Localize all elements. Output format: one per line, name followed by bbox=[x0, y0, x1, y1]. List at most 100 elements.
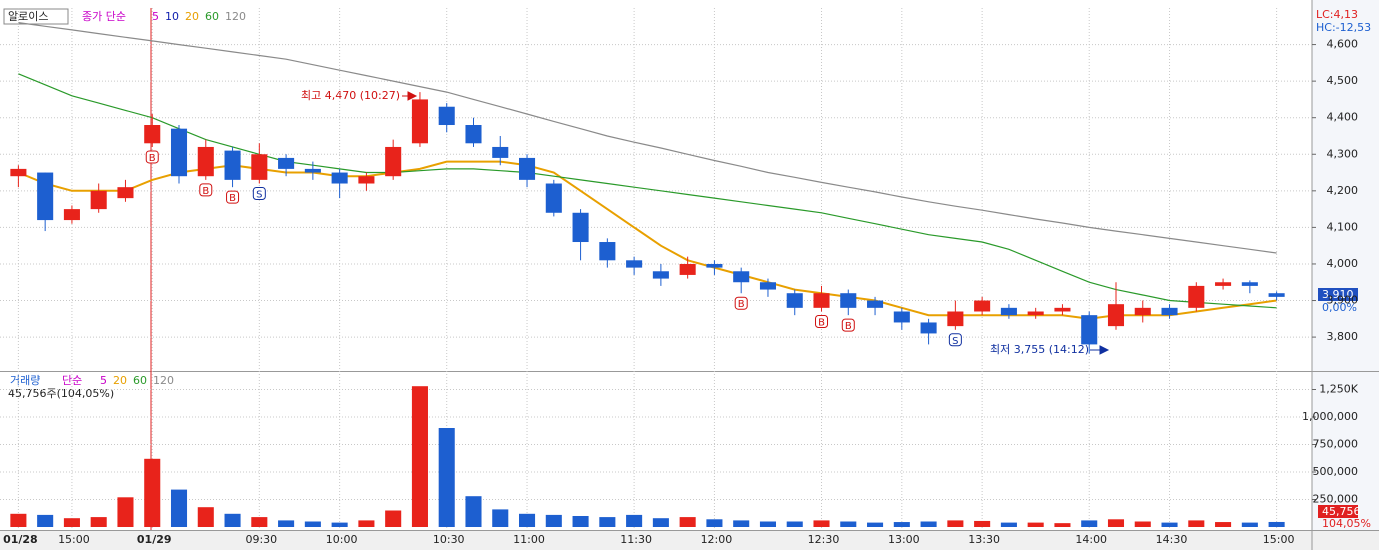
title-box bbox=[3, 8, 69, 25]
x-tick-label: 12:00 bbox=[701, 533, 733, 546]
low-annotation: 최저 3,755 (14:12) bbox=[990, 343, 1089, 356]
legend-item: 5 bbox=[100, 374, 107, 387]
volume-bar bbox=[251, 517, 268, 527]
legend-item: 10 bbox=[165, 10, 179, 23]
candle-body bbox=[37, 172, 54, 221]
signal-box bbox=[734, 296, 748, 310]
last-price: 3,910 bbox=[1322, 288, 1354, 301]
candle-body bbox=[759, 282, 776, 290]
volume-bar bbox=[545, 514, 562, 527]
volume-bar bbox=[411, 386, 428, 527]
candle-body bbox=[840, 293, 857, 308]
signal-label: B bbox=[149, 153, 156, 164]
y-tick-label: 4,500 bbox=[1327, 74, 1359, 87]
volume-bar bbox=[144, 458, 161, 527]
signal-box bbox=[145, 150, 159, 164]
candle-body bbox=[1107, 304, 1125, 327]
signal-label: B bbox=[845, 321, 852, 332]
volume-bar bbox=[733, 520, 750, 527]
volume-bar bbox=[1134, 521, 1151, 527]
volume-bar bbox=[37, 514, 54, 527]
signal-box bbox=[252, 187, 266, 201]
legend-item: 120 bbox=[153, 374, 174, 387]
candle-body bbox=[545, 183, 562, 213]
volume-bar bbox=[920, 521, 937, 527]
subtitle: 45,756주(104,05%) bbox=[8, 387, 114, 400]
candle-body bbox=[652, 271, 669, 279]
candle-body bbox=[626, 260, 643, 268]
candle-body bbox=[1081, 315, 1098, 345]
volume-bar bbox=[1215, 522, 1232, 527]
legend-item: 20 bbox=[185, 10, 199, 23]
volume-bar bbox=[90, 517, 107, 527]
candle-body bbox=[411, 99, 428, 144]
chart-title: 알로이스 bbox=[8, 9, 48, 23]
candle-body bbox=[90, 190, 107, 210]
volume-bar bbox=[893, 522, 910, 527]
y-tick-label: 4,100 bbox=[1327, 220, 1359, 233]
annotation-arrow bbox=[402, 91, 418, 101]
legend-item: 120 bbox=[225, 10, 246, 23]
signal-box bbox=[948, 333, 962, 347]
candle-body bbox=[465, 125, 482, 144]
candle-body bbox=[947, 311, 964, 327]
candle-body bbox=[170, 128, 188, 177]
volume-bar bbox=[974, 520, 991, 527]
signal-label: B bbox=[738, 299, 745, 310]
signal-box bbox=[199, 183, 213, 197]
candle-body bbox=[1027, 311, 1044, 316]
volume-bar bbox=[438, 428, 455, 527]
last-price-box bbox=[1318, 288, 1358, 301]
candle-body bbox=[920, 322, 937, 334]
high-annotation: 최고 4,470 (10:27) bbox=[301, 89, 400, 102]
volume-bar bbox=[331, 522, 348, 527]
candle-body bbox=[358, 176, 375, 184]
volume-bar bbox=[1107, 519, 1125, 527]
legend: 5 10 20 60 120 bbox=[152, 10, 246, 23]
legend-item: 60 bbox=[133, 374, 147, 387]
candle-body bbox=[893, 311, 910, 323]
last-volume: 45,756 bbox=[1322, 505, 1361, 518]
y-tick-label: 4,600 bbox=[1327, 38, 1359, 51]
y-tick-label: 250,000 bbox=[1313, 493, 1359, 506]
volume-bar bbox=[813, 520, 830, 527]
volume-bar bbox=[385, 510, 402, 527]
candle-body bbox=[331, 172, 348, 184]
signal-box bbox=[841, 318, 855, 332]
legend-item: 5 bbox=[152, 10, 159, 23]
x-tick-label: 11:00 bbox=[513, 533, 545, 546]
candle-body bbox=[1215, 282, 1232, 286]
volume-bar bbox=[626, 514, 643, 527]
annotation-arrow bbox=[1090, 345, 1110, 355]
y-tick-label: 3,900 bbox=[1327, 294, 1359, 307]
x-tick-label: 13:00 bbox=[888, 533, 920, 546]
time-axis-panel bbox=[0, 530, 1379, 550]
change-label: 0,00% bbox=[1322, 301, 1357, 314]
candle-body bbox=[1134, 307, 1151, 316]
signal-box bbox=[815, 314, 829, 328]
volume-bar bbox=[1081, 520, 1098, 527]
volume-bar bbox=[1268, 521, 1285, 527]
y-tick-label: 3,800 bbox=[1327, 330, 1359, 343]
y-tick-label: 4,200 bbox=[1327, 184, 1359, 197]
signal-label: B bbox=[202, 186, 209, 197]
last-volume-box bbox=[1318, 505, 1358, 518]
volume-bar bbox=[652, 518, 669, 527]
volume-ratio: 104,05% bbox=[1322, 517, 1371, 530]
candle-body bbox=[1054, 307, 1071, 312]
candle-body bbox=[1268, 293, 1285, 297]
volume-bar bbox=[840, 521, 857, 527]
x-tick-label: 10:30 bbox=[433, 533, 465, 546]
candle-body bbox=[679, 263, 696, 275]
x-tick-label: 14:00 bbox=[1075, 533, 1107, 546]
hc-label: HC:-12,53 bbox=[1316, 21, 1371, 34]
volume-bar bbox=[706, 519, 723, 527]
y-tick-label: 1,250K bbox=[1319, 383, 1358, 396]
x-tick-label: 15:00 bbox=[1263, 533, 1295, 546]
volume-bar bbox=[572, 516, 589, 527]
candle-body bbox=[572, 212, 589, 243]
candle-body bbox=[1188, 285, 1205, 308]
volume-bar bbox=[1188, 520, 1205, 527]
candle-body bbox=[974, 300, 991, 312]
